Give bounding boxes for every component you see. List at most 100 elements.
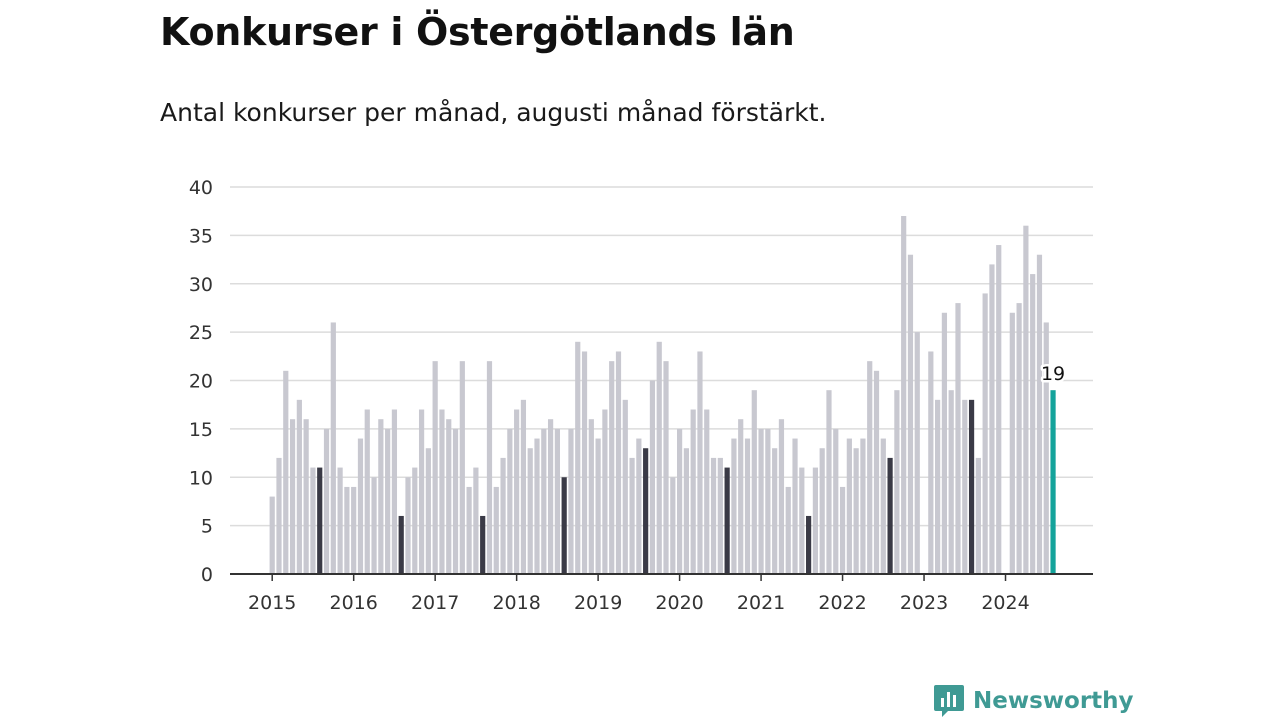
bar-2023-12 [996, 245, 1002, 575]
bar-2021-03 [772, 448, 778, 574]
y-tick-label: 20 [189, 371, 213, 393]
bars [269, 216, 1056, 575]
bar-2022-09 [894, 390, 900, 574]
bar-2024-05 [1030, 274, 1036, 574]
bar-2015-01 [269, 496, 275, 574]
bar-2021-01 [758, 428, 764, 575]
bar-2017-06 [466, 486, 472, 574]
bar-2023-05 [948, 390, 954, 574]
y-tick-label: 35 [189, 225, 213, 247]
bar-2022-08 [887, 457, 893, 574]
bar-2015-02 [276, 457, 282, 574]
y-tick-label: 5 [201, 516, 213, 538]
bar-2023-02 [928, 351, 934, 574]
bar-2023-08 [968, 399, 975, 574]
bar-2022-06 [873, 370, 880, 574]
x-tick-label: 2015 [248, 592, 296, 614]
bar-2021-08 [806, 515, 812, 574]
bar-2018-02 [520, 399, 527, 574]
bar-2015-09 [323, 428, 330, 575]
x-tick-label: 2016 [330, 592, 378, 614]
bar-2016-03 [364, 409, 370, 574]
bar-2023-11 [989, 264, 995, 574]
bar-2021-12 [833, 428, 839, 575]
bar-2018-10 [575, 341, 581, 574]
bar-2024-02 [1009, 312, 1015, 574]
bar-2015-04 [289, 419, 296, 574]
bar-2018-06 [547, 419, 554, 574]
bar-2019-04 [615, 351, 622, 574]
newsworthy-logo-icon [934, 685, 964, 717]
bar-2016-04 [371, 477, 377, 574]
bar-2018-12 [588, 419, 594, 574]
bar-2020-08 [724, 467, 730, 574]
bar-2017-12 [507, 428, 513, 575]
bar-2018-07 [554, 428, 560, 575]
bar-2016-11 [418, 409, 425, 574]
bar-2022-11 [907, 254, 914, 575]
axes [230, 573, 1093, 581]
bar-2024-07 [1043, 322, 1049, 574]
bar-2019-03 [609, 361, 615, 574]
bar-2016-09 [405, 477, 411, 574]
bar-2022-02 [846, 438, 852, 574]
bar-2018-08 [561, 477, 567, 574]
bar-2018-11 [581, 351, 588, 574]
bar-2021-10 [819, 448, 825, 574]
y-tick-label: 15 [189, 419, 213, 441]
bar-2024-08 [1050, 390, 1056, 574]
bar-2020-02 [683, 448, 689, 574]
bar-2020-04 [697, 351, 703, 574]
latest-value-label-halo: 19 [1041, 363, 1065, 385]
y-tick-label: 30 [189, 274, 213, 296]
x-tick-label: 2017 [411, 592, 459, 614]
bar-2023-10 [982, 293, 988, 574]
bar-2019-02 [602, 409, 608, 574]
y-tick-label: 25 [189, 322, 213, 344]
bar-2020-07 [717, 457, 723, 574]
bar-2024-03 [1016, 303, 1022, 574]
bar-2022-04 [860, 438, 866, 574]
bar-2018-03 [527, 448, 533, 574]
bar-2017-04 [452, 428, 459, 575]
bar-2015-07 [310, 467, 316, 574]
x-tick-label: 2023 [900, 592, 948, 614]
x-tick-label: 2022 [818, 592, 866, 614]
bar-2019-07 [636, 438, 642, 574]
bar-2023-06 [955, 303, 961, 574]
bar-2021-11 [826, 390, 832, 574]
bar-2016-12 [425, 448, 431, 574]
bar-2015-10 [330, 322, 336, 574]
bar-2016-07 [391, 409, 398, 574]
bar-2018-09 [568, 428, 574, 575]
x-tick-label: 2020 [655, 592, 703, 614]
bar-2016-01 [351, 486, 357, 574]
bar-2021-07 [799, 467, 805, 574]
bar-2024-04 [1023, 225, 1029, 574]
bar-2019-05 [622, 399, 628, 574]
bar-2017-10 [493, 486, 499, 574]
bar-2020-06 [710, 457, 717, 574]
bar-2019-01 [595, 438, 601, 574]
bar-2022-07 [880, 438, 886, 574]
bar-2015-03 [283, 370, 289, 574]
bar-2016-02 [357, 438, 364, 574]
bar-2016-05 [378, 419, 384, 574]
bar-2023-07 [962, 399, 968, 574]
bar-2016-10 [412, 467, 418, 574]
bar-2021-09 [812, 467, 818, 574]
bar-2020-03 [690, 409, 696, 574]
labels: 0 5 10 15 20 25 30 35 40 2015 2016 2017 2018 2019 2020… [189, 177, 1068, 614]
bar-2015-11 [337, 467, 343, 574]
y-tick-label: 40 [189, 177, 213, 199]
bar-2017-09 [486, 361, 493, 574]
bar-2019-09 [649, 380, 656, 574]
newsworthy-logo-text: Newsworthy [973, 688, 1134, 714]
bar-2015-08 [317, 467, 323, 574]
x-tick-label: 2021 [737, 592, 785, 614]
bar-2019-10 [656, 341, 662, 574]
bar-2019-06 [629, 457, 635, 574]
bar-2020-12 [751, 390, 757, 574]
bar-2022-05 [867, 361, 873, 574]
bar-2023-09 [975, 457, 981, 574]
